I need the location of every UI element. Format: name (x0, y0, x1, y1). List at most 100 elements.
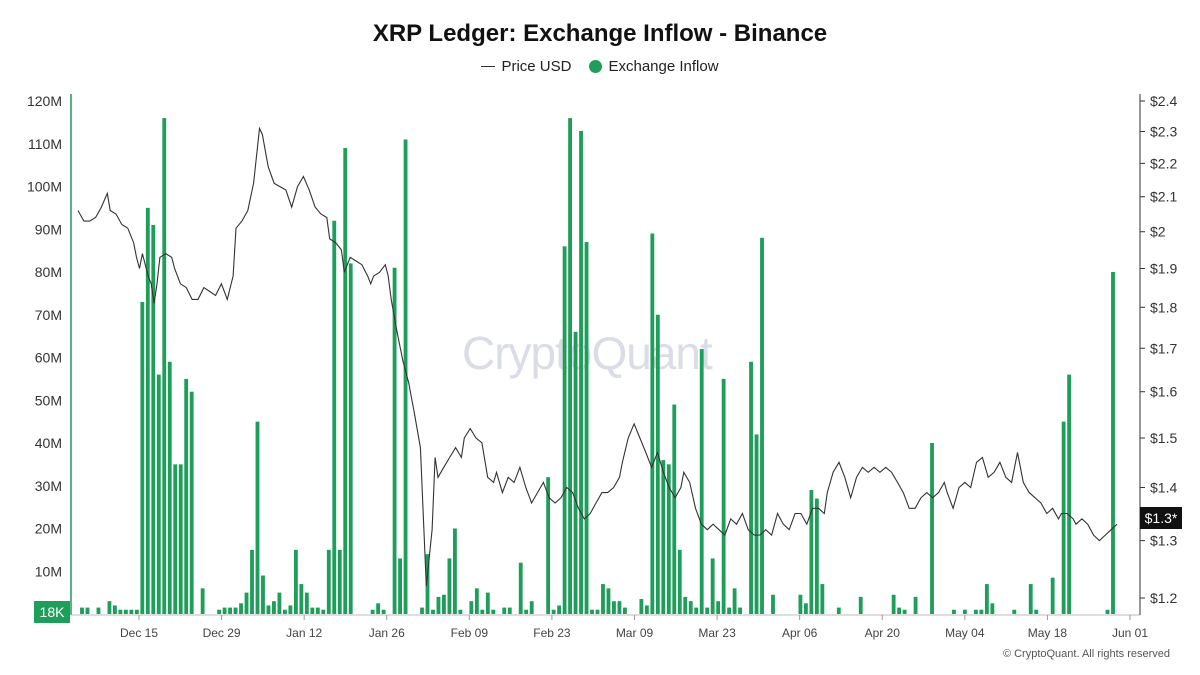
inflow-bar (738, 607, 743, 614)
inflow-bar (1061, 421, 1066, 614)
inflow-bar (551, 609, 556, 614)
inflow-bar (332, 220, 337, 614)
inflow-bar (655, 314, 660, 614)
inflow-bar (590, 609, 594, 614)
right-tick-label: $1.8 (1150, 299, 1177, 315)
copyright-text: © CryptoQuant. All rights reserved (1002, 648, 1170, 660)
x-tick-label: May 04 (945, 626, 985, 640)
inflow-bar (650, 233, 655, 614)
inflow-bar (507, 607, 512, 614)
inflow-bar (716, 601, 721, 614)
inflow-bar (913, 596, 918, 614)
left-tick-label: 30M (35, 478, 62, 494)
inflow-bar (326, 549, 331, 614)
inflow-bar (288, 605, 293, 614)
inflow-bar (952, 609, 956, 614)
inflow-bar (606, 588, 611, 614)
right-tick-label: $2.1 (1150, 189, 1177, 205)
inflow-bar (694, 607, 699, 614)
inflow-bar (200, 588, 205, 614)
inflow-bar (546, 477, 551, 614)
left-tick-label: 70M (35, 307, 62, 323)
inflow-bar (85, 607, 90, 614)
inflow-bar (293, 549, 298, 614)
inflow-bar (963, 609, 967, 614)
x-tick-label: Dec 15 (120, 626, 158, 640)
inflow-bar (261, 575, 265, 614)
inflow-bar (376, 603, 381, 614)
inflow-bar (930, 443, 934, 614)
inflow-bar (173, 464, 178, 614)
inflow-bar (337, 549, 342, 614)
inflow-bar (1067, 374, 1072, 614)
x-tick-label: Jan 26 (369, 626, 405, 640)
chart-title: XRP Ledger: Exchange Inflow - Binance (372, 20, 828, 47)
x-tick-label: Mar 23 (698, 626, 736, 640)
inflow-bar (398, 558, 402, 614)
right-tick-label: $2.4 (1150, 93, 1177, 109)
inflow-bar (107, 601, 112, 614)
inflow-bar (749, 361, 753, 614)
inflow-bar (343, 148, 348, 614)
inflow-bar (178, 464, 183, 614)
inflow-bar (299, 584, 304, 614)
inflow-bar (112, 605, 117, 614)
inflow-bar (798, 594, 803, 614)
inflow-bar (310, 607, 315, 614)
inflow-bar (167, 361, 172, 614)
inflow-bars (80, 118, 1115, 615)
inflow-bar (469, 601, 474, 614)
inflow-bar (524, 609, 529, 614)
left-tick-label: 90M (35, 221, 62, 237)
inflow-bar (403, 139, 408, 614)
inflow-bar (858, 596, 863, 614)
inflow-bar (266, 605, 271, 614)
inflow-bar (129, 609, 134, 614)
right-tick-label: $2 (1150, 224, 1166, 240)
inflow-bar (447, 558, 452, 614)
inflow-bar (491, 609, 496, 614)
inflow-bar (1012, 609, 1017, 614)
inflow-bar (760, 237, 764, 615)
inflow-bar (666, 464, 671, 614)
inflow-bar (420, 607, 424, 614)
inflow-bar (162, 118, 167, 614)
inflow-bar (381, 609, 386, 614)
x-tick-label: Mar 09 (616, 626, 654, 640)
inflow-bar (809, 490, 814, 614)
legend-item-price[interactable]: Price USD (481, 58, 571, 75)
inflow-bar (601, 584, 605, 614)
right-tick-label: $1.9 (1150, 261, 1177, 277)
right-tick-label: $2.3 (1150, 124, 1177, 140)
inflow-bar (436, 596, 441, 614)
inflow-bar (902, 609, 907, 614)
right-tick-label: $1.3 (1150, 533, 1177, 549)
inflow-bar (239, 603, 243, 614)
left-tick-label: 80M (35, 264, 62, 280)
inflow-bar (502, 607, 507, 614)
inflow-bar (282, 609, 287, 614)
inflow-bar (222, 607, 227, 614)
inflow-bar (754, 434, 759, 614)
inflow-bar (672, 404, 677, 614)
inflow-bar (836, 607, 841, 614)
left-tick-label: 120M (27, 93, 62, 109)
right-tick-label: $1.4 (1150, 479, 1177, 495)
legend-item-inflow[interactable]: Exchange Inflow (589, 58, 719, 75)
inflow-bar (315, 607, 320, 614)
inflow-bar (123, 609, 128, 614)
inflow-bar (277, 592, 282, 614)
price-line (77, 126, 1118, 587)
inflow-bar (699, 348, 704, 614)
inflow-bar (134, 609, 139, 614)
inflow-bar (529, 601, 534, 614)
right-tick-label: $1.7 (1150, 340, 1177, 356)
inflow-bar (425, 554, 430, 614)
inflow-bar (348, 263, 353, 614)
x-tick-label: Apr 06 (782, 626, 818, 640)
inflow-bar (677, 549, 682, 614)
inflow-bar (80, 607, 84, 614)
inflow-bar (1028, 584, 1033, 614)
inflow-bar (1034, 609, 1039, 614)
